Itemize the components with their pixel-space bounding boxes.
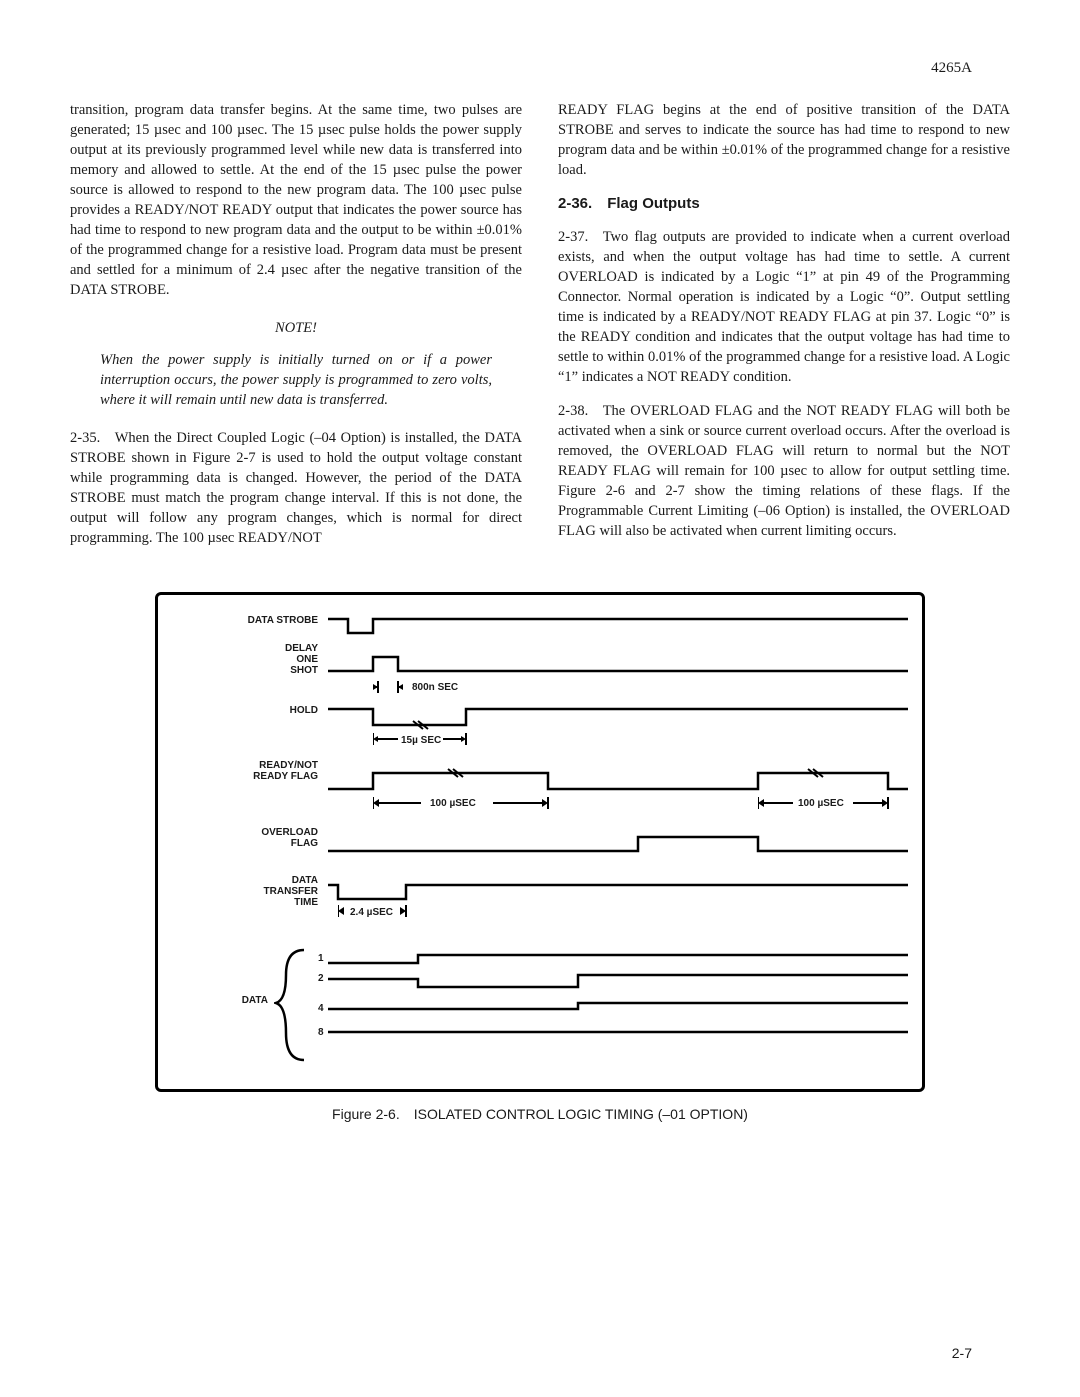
label-delay-one-shot: DELAY ONE SHOT: [218, 643, 318, 676]
page-number: 2-7: [952, 1345, 972, 1361]
para-2-35: 2-35. When the Direct Coupled Logic (–04…: [70, 428, 522, 548]
doc-id: 4265A: [931, 60, 972, 77]
note-heading: NOTE!: [70, 318, 522, 338]
two-column-text: transition, program data transfer begins…: [70, 100, 1010, 562]
para-2-37: 2-37. Two flag outputs are provided to i…: [558, 227, 1010, 387]
wave-dtt: [328, 873, 908, 903]
data-brace: [274, 945, 314, 1065]
data-line-4-label: 4: [318, 1003, 324, 1014]
wave-ready: [328, 761, 908, 795]
wave-data-strobe: [328, 607, 908, 637]
anno-24u: 2.4 µSEC: [350, 907, 393, 918]
label-ready-flag: READY/NOT READY FLAG: [198, 760, 318, 782]
wave-hold: [328, 697, 908, 731]
right-column: READY FLAG begins at the end of positive…: [558, 100, 1010, 562]
data-line-2: [328, 971, 908, 991]
left-column: transition, program data transfer begins…: [70, 100, 522, 562]
anno-15u: 15µ SEC: [401, 735, 441, 746]
data-line-2-label: 2: [318, 973, 324, 984]
data-line-1-label: 1: [318, 953, 324, 964]
label-data: DATA: [198, 995, 268, 1006]
data-line-8-label: 8: [318, 1027, 324, 1038]
wave-delay: [328, 645, 908, 675]
anno-100u-1: 100 µSEC: [430, 798, 476, 809]
data-line-8: [328, 1029, 908, 1035]
figure-caption: Figure 2-6. ISOLATED CONTROL LOGIC TIMIN…: [70, 1106, 1010, 1122]
anno-800n: 800n SEC: [412, 682, 458, 693]
data-line-1: [328, 951, 908, 967]
para-left-1: transition, program data transfer begins…: [70, 100, 522, 300]
label-hold: HOLD: [218, 705, 318, 716]
anno-100u-2: 100 µSEC: [798, 798, 844, 809]
label-data-strobe: DATA STROBE: [198, 615, 318, 626]
para-2-38: 2-38. The OVERLOAD FLAG and the NOT READ…: [558, 401, 1010, 541]
para-right-1: READY FLAG begins at the end of positive…: [558, 100, 1010, 180]
label-data-transfer-time: DATA TRANSFER TIME: [198, 875, 318, 908]
wave-overload: [328, 825, 908, 855]
note-body: When the power supply is initially turne…: [100, 350, 492, 410]
section-2-36-heading: 2-36. Flag Outputs: [558, 194, 1010, 215]
label-overload-flag: OVERLOAD FLAG: [198, 827, 318, 849]
figure-2-6-frame: DATA STROBE DELAY ONE SHOT 800n SEC HOLD…: [155, 592, 925, 1092]
data-line-4: [328, 1001, 908, 1017]
